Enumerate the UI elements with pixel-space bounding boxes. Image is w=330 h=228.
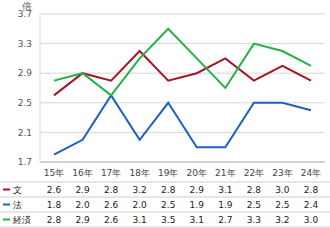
- svg-text:2.0: 2.0: [133, 200, 148, 210]
- svg-text:3.2: 3.2: [275, 215, 289, 225]
- svg-text:3.3: 3.3: [18, 39, 32, 49]
- svg-text:2.8: 2.8: [304, 185, 319, 195]
- svg-text:2.6: 2.6: [47, 185, 62, 195]
- svg-text:2.7: 2.7: [218, 215, 232, 225]
- svg-text:19年: 19年: [158, 168, 178, 178]
- svg-text:1.9: 1.9: [190, 200, 205, 210]
- svg-text:2.4: 2.4: [304, 200, 319, 210]
- svg-text:3.0: 3.0: [275, 185, 290, 195]
- svg-text:2.6: 2.6: [104, 200, 119, 210]
- svg-text:2.9: 2.9: [75, 185, 90, 195]
- svg-text:3.2: 3.2: [133, 185, 147, 195]
- svg-text:1.9: 1.9: [218, 200, 233, 210]
- svg-text:2.5: 2.5: [275, 200, 289, 210]
- svg-text:3.7: 3.7: [18, 9, 32, 19]
- svg-text:1.8: 1.8: [47, 200, 62, 210]
- svg-text:2.8: 2.8: [161, 185, 176, 195]
- svg-text:2.1: 2.1: [18, 128, 32, 138]
- svg-text:経済: 経済: [12, 215, 31, 225]
- svg-text:3.1: 3.1: [190, 215, 204, 225]
- svg-text:23年: 23年: [272, 168, 292, 178]
- svg-text:1.7: 1.7: [18, 157, 32, 167]
- svg-text:21年: 21年: [215, 168, 235, 178]
- svg-text:16年: 16年: [72, 168, 92, 178]
- svg-text:18年: 18年: [129, 168, 149, 178]
- svg-text:2.8: 2.8: [47, 215, 62, 225]
- svg-text:2.5: 2.5: [18, 98, 32, 108]
- svg-text:法: 法: [13, 200, 22, 210]
- svg-text:3.1: 3.1: [218, 185, 232, 195]
- svg-text:20年: 20年: [187, 168, 207, 178]
- svg-text:3.3: 3.3: [247, 215, 261, 225]
- svg-text:2.9: 2.9: [18, 68, 33, 78]
- svg-text:2.0: 2.0: [75, 200, 90, 210]
- svg-text:2.5: 2.5: [247, 200, 261, 210]
- svg-text:22年: 22年: [244, 168, 264, 178]
- svg-text:2.9: 2.9: [190, 185, 205, 195]
- svg-text:17年: 17年: [101, 168, 121, 178]
- svg-text:2.9: 2.9: [75, 215, 90, 225]
- svg-text:15年: 15年: [44, 168, 64, 178]
- svg-text:3.0: 3.0: [304, 215, 319, 225]
- svg-text:3.5: 3.5: [161, 215, 175, 225]
- html-text:倍: 倍: [22, 1, 32, 12]
- svg-text:24年: 24年: [301, 168, 321, 178]
- svg-text:2.8: 2.8: [247, 185, 262, 195]
- svg-text:3.1: 3.1: [133, 215, 147, 225]
- svg-text:文: 文: [13, 185, 22, 195]
- svg-text:2.6: 2.6: [104, 215, 119, 225]
- svg-text:2.5: 2.5: [161, 200, 175, 210]
- svg-text:2.8: 2.8: [104, 185, 119, 195]
